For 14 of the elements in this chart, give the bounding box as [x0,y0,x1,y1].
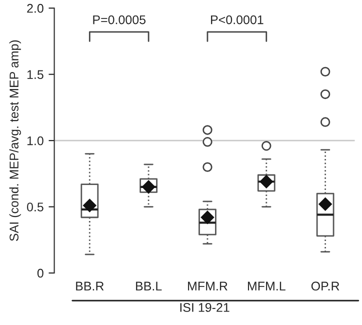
annotation: P<0.0001 [211,15,264,24]
y-tick-label: 2.0 [27,4,44,13]
x-tick-label: MFM.R [188,282,228,290]
y-tick-label: 1.5 [27,70,44,79]
y-tick-label: 0.5 [26,202,44,212]
x-tick-label: MFM.L [248,282,286,290]
y-axis-title: SAI (cond. MEP/avg. test MEP amp) [9,40,21,241]
x-tick-label: BB.L [136,282,162,290]
x-tick-label: OP.R [311,282,340,291]
y-tick-label: 1.0 [27,136,44,146]
annotation: P=0.0005 [93,15,146,24]
y-tick-label: 0 [37,268,44,278]
x-tick-label: BB.R [76,282,104,290]
x-axis-title: ISI 19-21 [180,303,230,312]
